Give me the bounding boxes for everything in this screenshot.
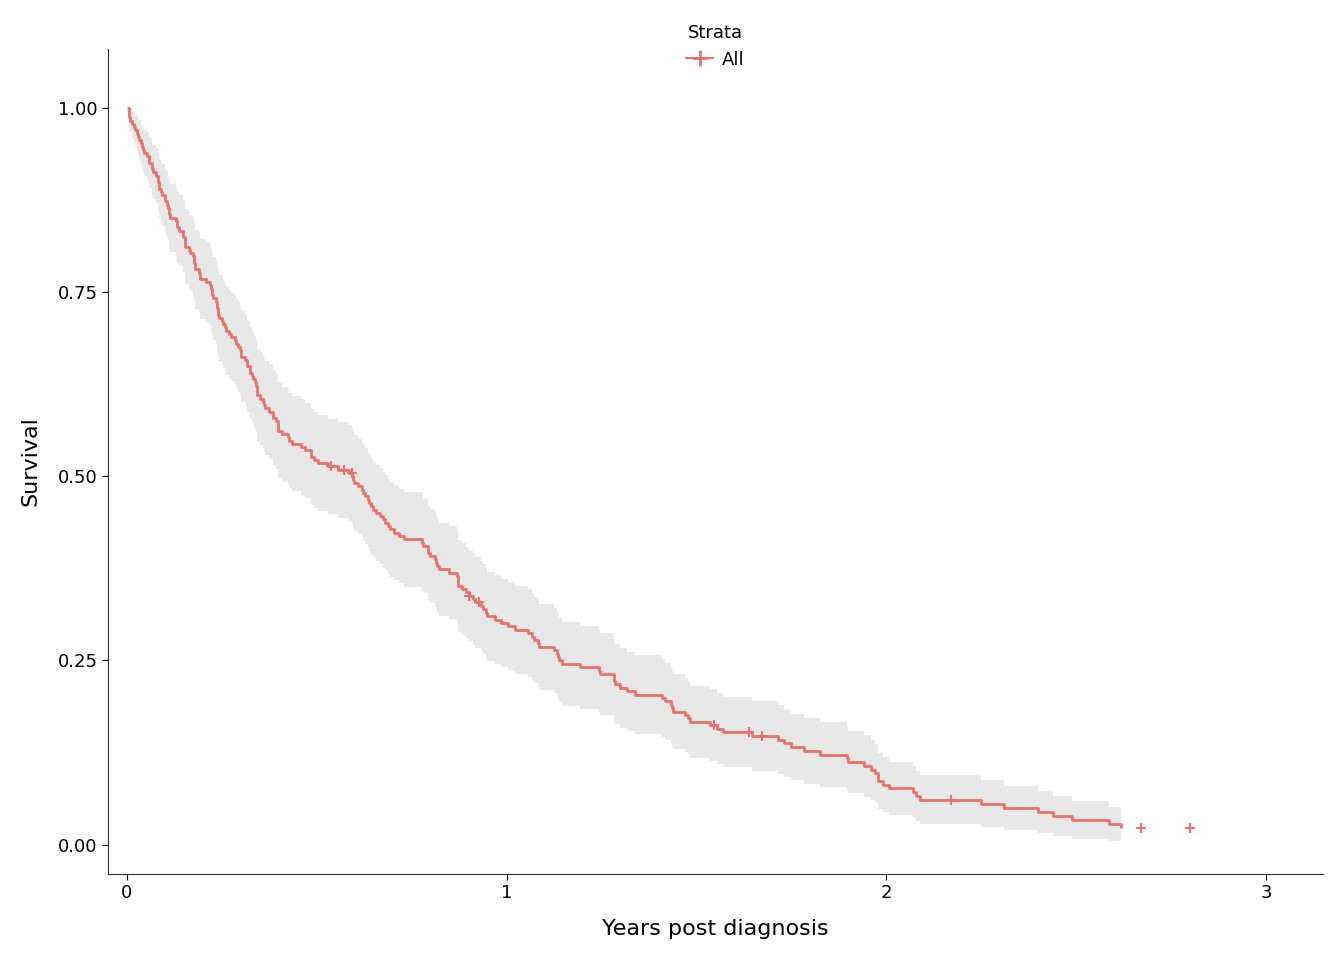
Point [333, 462, 355, 477]
Point [320, 459, 341, 474]
Point [1180, 821, 1202, 836]
Point [468, 595, 489, 611]
Point [703, 717, 724, 732]
X-axis label: Years post diagnosis: Years post diagnosis [602, 919, 829, 939]
Point [739, 725, 761, 740]
Point [1180, 821, 1202, 836]
Point [341, 466, 363, 481]
Point [751, 729, 773, 744]
Y-axis label: Survival: Survival [22, 417, 40, 506]
Point [1180, 821, 1202, 836]
Point [1130, 821, 1152, 836]
Point [939, 792, 961, 807]
Legend: All: All [679, 16, 753, 76]
Point [458, 588, 480, 604]
